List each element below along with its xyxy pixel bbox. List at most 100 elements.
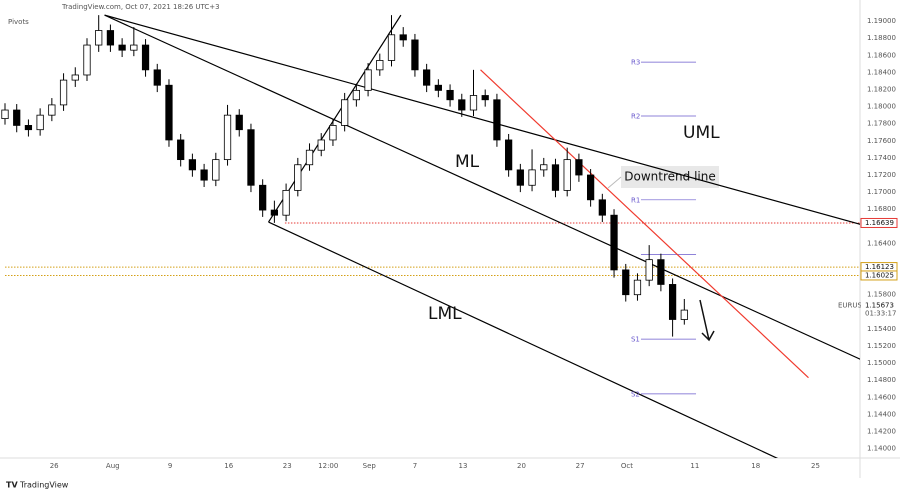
y-tick-label: 1.15800 [867,291,896,299]
candle-body [423,69,431,86]
candle-body [294,164,302,191]
candle-body [1,109,9,119]
x-tick-label: 16 [224,462,233,470]
x-tick-label: Aug [106,462,120,470]
candle-body [235,114,243,131]
candle-body [24,125,33,131]
footer-bar [0,478,900,494]
candle-body [469,95,478,111]
candle-body [118,44,126,51]
candle-body [223,114,232,161]
x-tick-label: 20 [517,462,526,470]
candle-body [141,44,150,71]
y-tick-label: 1.14200 [867,427,896,435]
candle-body [493,99,501,141]
candle-body [341,99,349,126]
candle-body [645,259,653,281]
last-price: 1.15673 [865,302,894,310]
candle-body [48,104,56,116]
candle-body [610,214,618,271]
x-tick-label: 13 [458,462,467,470]
candle-body [364,69,372,91]
candle-body [446,89,454,101]
candle-body [165,84,173,141]
candle-body [282,189,290,216]
candle-body [305,149,314,166]
candle-body [106,30,115,46]
candle-body [575,159,583,176]
countdown: 01:33:17 [865,310,896,318]
y-tick-label: 1.14600 [867,393,896,401]
logo: TV [6,481,18,490]
trend-label: ML [455,152,480,172]
candle-body [680,309,688,320]
y-tick-label: 1.17600 [867,137,896,145]
indicator-name: Pivots [8,18,29,26]
pivot-label: S1 [631,336,640,344]
candle-body [259,184,267,211]
price-tag [860,270,898,281]
candle-body [200,169,208,181]
y-tick-label: 1.16400 [867,239,896,247]
y-tick-label: 1.18400 [867,68,896,76]
trend-line [104,14,860,225]
annotation-pointer [607,176,622,189]
price-tag-label: 1.16025 [865,271,894,279]
y-tick-label: 1.15000 [867,359,896,367]
x-tick-label: 27 [576,462,585,470]
candle-body [598,199,606,216]
trend-line [268,14,402,223]
footer: TradingView [19,481,69,490]
plot-area [1,14,860,458]
y-tick-label: 1.14400 [867,410,896,418]
trend-line [104,14,860,360]
candle-body [586,174,595,201]
candle-body [563,159,571,191]
arrow [699,299,715,342]
pivot-label: R1 [631,196,640,204]
candle-body [177,139,185,161]
pivot-label: S2 [631,390,640,398]
x-tick-label: 18 [751,462,760,470]
candle-body [188,159,197,171]
candle-body [95,30,103,46]
candle-body [130,44,138,51]
candle-body [376,60,384,71]
x-tick-label: 9 [168,462,172,470]
y-tick-label: 1.18800 [867,34,896,42]
candle-body [329,125,337,141]
pivot-label: R2 [631,113,640,121]
y-tick-label: 1.17800 [867,120,896,128]
candle-body [434,84,442,91]
y-tick-label: 1.18600 [867,51,896,59]
candle-body [411,39,419,71]
x-tick-label: 7 [413,462,417,470]
annotation-box [621,166,719,188]
x-tick-label: 12:00 [318,462,338,470]
candle-body [516,169,524,186]
last-price-tag [861,301,897,311]
candle-body [317,139,325,151]
trend-line [268,221,779,458]
y-tick-label: 1.14800 [867,376,896,384]
candle-body [551,164,560,191]
candle-body [668,284,677,320]
candle-body [505,139,513,171]
price-tag [860,217,898,228]
candle-body [528,169,536,186]
candle-body [153,69,161,86]
candle-body [352,89,360,101]
price-tag-label: 1.16123 [865,263,894,271]
x-tick-label: Oct [621,462,633,470]
trend-label: LML [428,304,462,324]
pivot-label: R3 [631,59,640,67]
y-tick-label: 1.17000 [867,188,896,196]
candle-body [481,95,489,101]
candle-body [540,164,548,171]
trend-label: UML [683,123,720,143]
header: TradingView.com, Oct 07, 2021 18:26 UTC+… [61,3,220,11]
candle-body [13,109,21,126]
candle-body [657,259,665,285]
candle-body [399,34,407,41]
trend-line [480,69,809,379]
